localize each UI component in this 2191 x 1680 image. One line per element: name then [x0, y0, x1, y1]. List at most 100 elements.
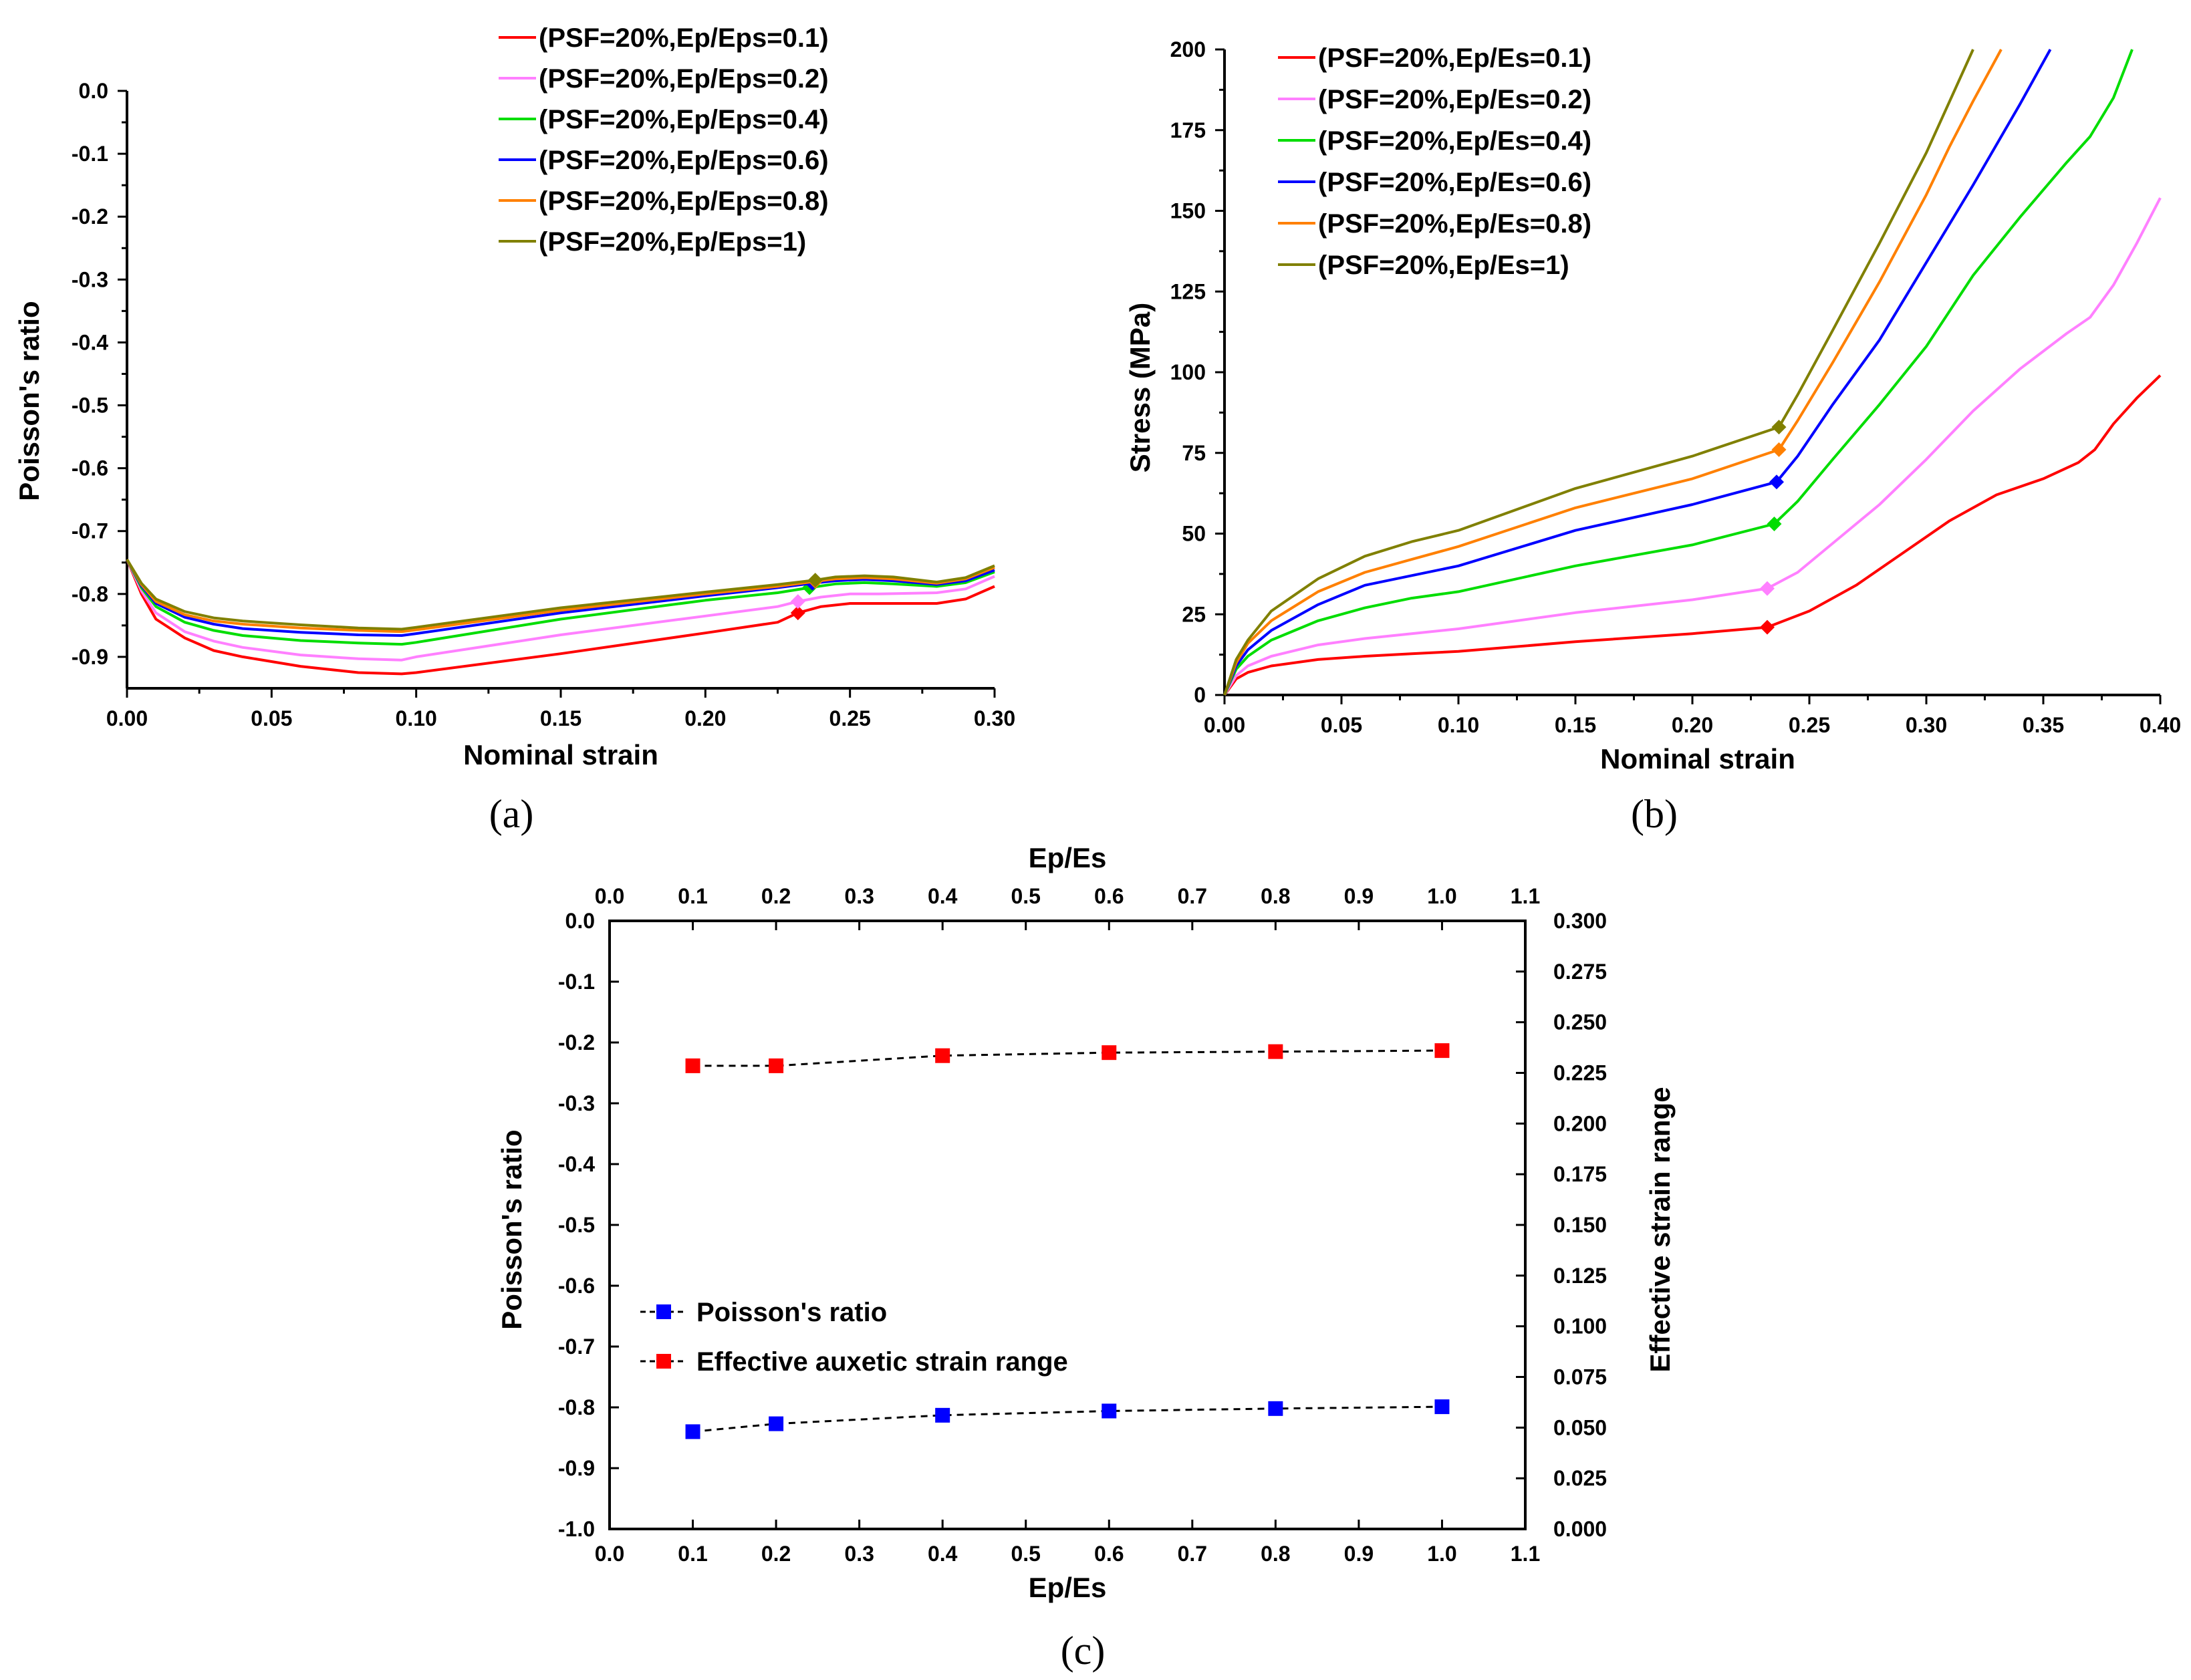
chart-c-top-x-tick-label: 0.6 [1094, 884, 1124, 908]
chart-a-y-tick-label: -0.3 [72, 267, 108, 291]
chart-c-series-point [1268, 1044, 1283, 1059]
chart-a-series-line [126, 559, 995, 634]
chart-c-y2-tick-label: 0.075 [1553, 1365, 1607, 1389]
chart-c-y2-tick-label: 0.250 [1553, 1010, 1607, 1034]
chart-a-y-tick-label: -0.4 [72, 330, 108, 354]
chart-c-y-tick-label: -0.3 [558, 1091, 595, 1115]
chart-c-series-point [935, 1048, 950, 1063]
chart-c-series-point [1102, 1045, 1117, 1061]
chart-c-x-tick-label: 0.1 [678, 1542, 707, 1566]
chart-b-series-marker [1760, 581, 1775, 596]
chart-a-series-line [126, 559, 995, 637]
chart-a-series-marker [790, 605, 805, 621]
chart-c-top-x-tick-label: 1.1 [1511, 884, 1540, 908]
chart-a-series-line [126, 559, 995, 662]
chart-c-top-x-tick-label: 0.3 [844, 884, 874, 908]
chart-b-x-tick-label: 0.25 [1789, 713, 1830, 737]
chart-c-y2-tick-label: 0.100 [1553, 1314, 1607, 1339]
chart-b-series-line [1223, 49, 1974, 696]
chart-a-y-tick-label: -0.6 [72, 456, 108, 480]
panel-label-b: (b) [1631, 792, 1678, 836]
chart-a-x-tick-label: 0.25 [829, 706, 871, 730]
chart-b-y-tick-label: 0 [1194, 683, 1206, 707]
chart-c-y-tick-label: -0.6 [558, 1274, 595, 1298]
chart-b-y-axis-label: Stress (MPa) [1124, 303, 1156, 472]
chart-b-y-tick-label: 25 [1182, 602, 1206, 626]
chart-a-y-tick-label: 0.0 [79, 79, 108, 103]
chart-a-y-tick-label: -0.1 [72, 142, 108, 166]
chart-b-x-tick-label: 0.20 [1672, 713, 1713, 737]
chart-c-top-x-tick-label: 0.9 [1344, 884, 1374, 908]
chart-a-y-axis-label: Poisson's ratio [13, 301, 45, 501]
chart-c-legend-swatch [656, 1354, 671, 1369]
chart-a-series-marker [807, 573, 823, 588]
panel-label-c: (c) [1061, 1629, 1106, 1673]
chart-c-y2-tick-label: 0.000 [1553, 1517, 1607, 1541]
chart-b-legend-label: (PSF=20%,Ep/Es=0.4) [1318, 126, 1591, 156]
chart-c-y2-tick-label: 0.300 [1553, 909, 1607, 933]
chart-c-x-tick-label: 0.6 [1094, 1542, 1124, 1566]
chart-c-y2-tick-label: 0.125 [1553, 1264, 1607, 1288]
chart-a-x-tick-label: 0.00 [106, 706, 148, 730]
chart-b-x-tick-label: 0.35 [2023, 713, 2064, 737]
chart-a-y-tick-label: -0.8 [72, 582, 108, 606]
chart-b-y-tick-label: 50 [1182, 522, 1206, 546]
chart-a-x-tick-label: 0.30 [974, 706, 1015, 730]
chart-c-series-point [1102, 1403, 1117, 1419]
chart-c-y-tick-label: -0.5 [558, 1213, 595, 1237]
chart-c-legend-label: Poisson's ratio [696, 1298, 887, 1327]
chart-c-series-point [769, 1416, 784, 1431]
chart-b-x-tick-label: 0.00 [1204, 713, 1245, 737]
chart-a-series-marker [790, 594, 805, 609]
chart-c-y2-tick-label: 0.275 [1553, 960, 1607, 984]
chart-a-legend-label: (PSF=20%,Ep/Eps=0.1) [539, 23, 829, 53]
chart-b-y-tick-label: 100 [1170, 360, 1206, 384]
panel-label-a: (a) [489, 792, 534, 836]
chart-b-x-axis-label: Nominal strain [1600, 743, 1795, 775]
chart-c-plot-frame [608, 920, 1527, 1530]
chart-c-y-tick-label: -0.2 [558, 1030, 595, 1055]
chart-c-y-tick-label: 0.0 [565, 909, 595, 933]
chart-c-y2-tick-label: 0.025 [1553, 1466, 1607, 1490]
chart-b-series-marker [1771, 442, 1787, 457]
chart-c-x-tick-label: 1.1 [1511, 1542, 1540, 1566]
chart-a-legend-label: (PSF=20%,Ep/Eps=0.2) [539, 64, 829, 94]
chart-c-series-point [935, 1407, 950, 1423]
chart-b-x-tick-label: 0.30 [1906, 713, 1947, 737]
chart-a-legend-label: (PSF=20%,Ep/Eps=0.4) [539, 105, 829, 134]
chart-b: 0.00 0.05 0.10 0.15 0.20 0.25 0.30 0.35 0.40 0 25… [1124, 37, 2181, 836]
chart-c-x-tick-label: 0.8 [1261, 1542, 1290, 1566]
chart-c-top-x-axis-label: Ep/Es [1029, 842, 1107, 873]
chart-c-y2-tick-label: 0.225 [1553, 1061, 1607, 1085]
chart-c-series-point [685, 1058, 700, 1073]
chart-b-legend-label: (PSF=20%,Ep/Es=0.2) [1318, 85, 1591, 114]
chart-c-top-x-tick-label: 0.8 [1261, 884, 1290, 908]
chart-c-x-tick-label: 0.0 [595, 1542, 624, 1566]
chart-b-legend-label: (PSF=20%,Ep/Es=0.1) [1318, 43, 1591, 73]
chart-c-series-line [692, 1049, 1442, 1067]
chart-c-right-y-axis-label: Effective strain range [1644, 1087, 1676, 1372]
chart-c-series-point [769, 1058, 784, 1073]
chart-a-x-tick-label: 0.15 [540, 706, 582, 730]
chart-c-y-tick-label: -1.0 [558, 1517, 595, 1541]
chart-c-top-x-tick-label: 0.4 [928, 884, 958, 908]
chart-a-x-tick-label: 0.20 [684, 706, 726, 730]
chart-c-y-axis-label: Poisson's ratio [496, 1129, 527, 1329]
chart-c-y-tick-label: -0.7 [558, 1335, 595, 1359]
chart-a-legend-label: (PSF=20%,Ep/Eps=0.8) [539, 186, 829, 216]
chart-c-top-x-tick-label: 1.0 [1427, 884, 1456, 908]
chart-c-y-tick-label: -0.9 [558, 1456, 595, 1480]
chart-b-series-marker [1760, 619, 1775, 635]
chart-a-x-axis-label: Nominal strain [463, 739, 658, 771]
chart-b-x-tick-label: 0.15 [1555, 713, 1596, 737]
chart-c-x-tick-label: 0.5 [1011, 1542, 1040, 1566]
chart-c-x-axis-label: Ep/Es [1029, 1572, 1107, 1603]
chart-c-top-x-tick-label: 0.2 [761, 884, 791, 908]
chart-c-top-x-tick-label: 0.0 [595, 884, 624, 908]
chart-c-series-point [1268, 1401, 1283, 1416]
chart-c-y-tick-label: -0.1 [558, 970, 595, 994]
chart-a-series-line [126, 559, 995, 631]
chart-a-legend-label: (PSF=20%,Ep/Eps=0.6) [539, 146, 829, 175]
chart-c-series-point [1434, 1399, 1450, 1415]
chart-b-series-marker [1771, 420, 1787, 435]
